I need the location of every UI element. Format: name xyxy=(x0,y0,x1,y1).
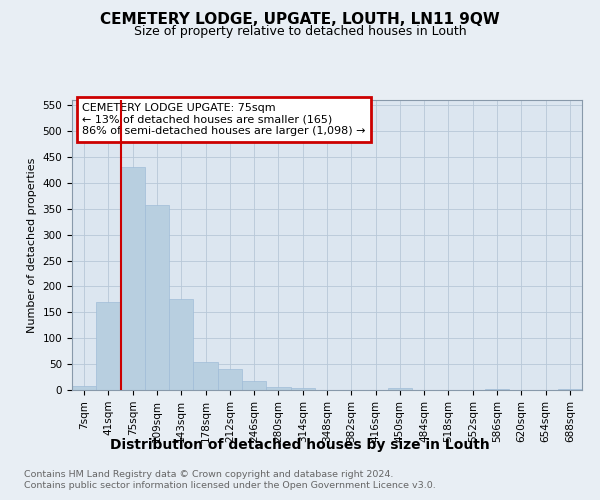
Bar xyxy=(558,389,582,390)
Bar xyxy=(96,302,121,390)
Bar xyxy=(193,362,218,390)
Text: Contains HM Land Registry data © Crown copyright and database right 2024.: Contains HM Land Registry data © Crown c… xyxy=(24,470,394,479)
Bar xyxy=(388,388,412,390)
Text: Contains public sector information licensed under the Open Government Licence v3: Contains public sector information licen… xyxy=(24,481,436,490)
Bar xyxy=(290,388,315,390)
Bar xyxy=(72,386,96,390)
Text: CEMETERY LODGE, UPGATE, LOUTH, LN11 9QW: CEMETERY LODGE, UPGATE, LOUTH, LN11 9QW xyxy=(100,12,500,28)
Text: CEMETERY LODGE UPGATE: 75sqm
← 13% of detached houses are smaller (165)
86% of s: CEMETERY LODGE UPGATE: 75sqm ← 13% of de… xyxy=(82,103,366,136)
Bar xyxy=(169,300,193,390)
Bar xyxy=(145,204,169,390)
Text: Size of property relative to detached houses in Louth: Size of property relative to detached ho… xyxy=(134,25,466,38)
Bar xyxy=(485,389,509,390)
Bar xyxy=(242,381,266,390)
Text: Distribution of detached houses by size in Louth: Distribution of detached houses by size … xyxy=(110,438,490,452)
Bar xyxy=(266,388,290,390)
Bar xyxy=(121,168,145,390)
Bar xyxy=(218,370,242,390)
Y-axis label: Number of detached properties: Number of detached properties xyxy=(27,158,37,332)
